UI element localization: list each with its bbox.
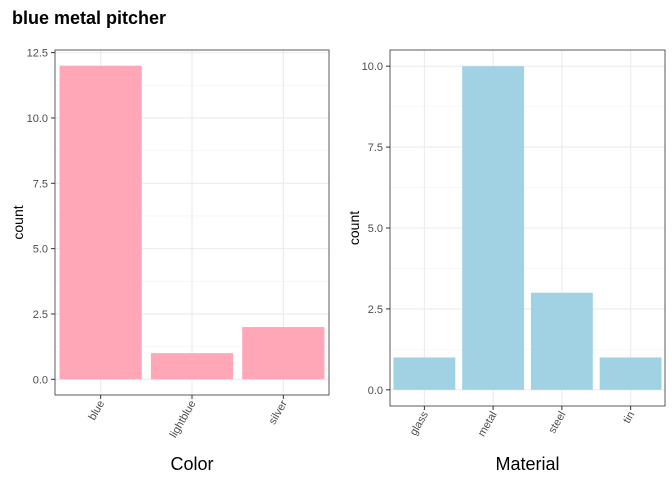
bar-blue	[59, 65, 142, 380]
x-tick-label-steel: steel	[546, 410, 568, 436]
y-tick-label: 10.0	[27, 113, 48, 125]
bar-lightblue	[150, 353, 234, 380]
y-tick-label: 2.5	[368, 304, 383, 316]
y-tick-label: 5.0	[368, 223, 383, 235]
y-tick-label: 7.5	[368, 142, 383, 154]
chart-panel-1: 0.0 2.5 5.0 7.5 10.0 12.5 blue lightblue silver c…	[10, 48, 330, 474]
chart-panel-2: 0.0 2.5 5.0 7.5 10.0 glass metal steel tin count M…	[346, 49, 666, 474]
y-axis-title: count	[346, 211, 362, 245]
x-axis-title: Color	[170, 454, 213, 474]
bar-glass	[393, 357, 456, 390]
y-tick-label: 2.5	[33, 309, 48, 321]
bar-steel	[530, 292, 593, 390]
bar-tin	[599, 357, 662, 390]
y-axis-title: count	[10, 205, 26, 239]
bar-silver	[242, 327, 325, 380]
bar-metal	[462, 66, 525, 390]
x-tick-label-lightblue: lightblue	[168, 399, 199, 440]
y-tick-label: 10.0	[362, 61, 383, 73]
x-tick-label-blue: blue	[86, 399, 107, 423]
x-tick-label-glass: glass	[408, 409, 431, 438]
x-tick-label-silver: silver	[267, 398, 290, 427]
x-tick-label-tin: tin	[621, 410, 637, 426]
x-axis-title: Material	[495, 454, 559, 474]
x-tick-label-metal: metal	[476, 410, 500, 439]
y-tick-label: 7.5	[33, 178, 48, 190]
y-tick-label: 0.0	[368, 385, 383, 397]
y-tick-label: 12.5	[27, 48, 48, 60]
chart-title: blue metal pitcher	[12, 8, 167, 28]
y-tick-label: 0.0	[33, 374, 48, 386]
y-tick-label: 5.0	[33, 244, 48, 256]
